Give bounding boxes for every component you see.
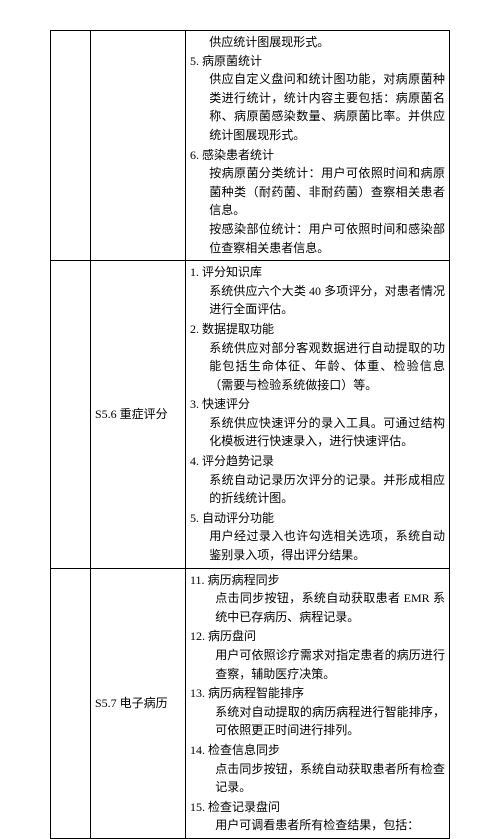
item-title: 自动评分功能 xyxy=(202,511,274,525)
item-header: 6. 感染患者统计 xyxy=(190,146,445,165)
item-title: 感染患者统计 xyxy=(202,148,274,162)
item-list: 5. 病原菌统计供应自定义盘问和统计图功能，对病原菌种类进行统计，统计内容主要包… xyxy=(190,52,445,258)
item-title: 数据提取功能 xyxy=(202,322,274,336)
list-item: 1. 评分知识库系统供应六个大类 40 多项评分，对患者情况进行全面评估。 xyxy=(190,263,445,319)
item-title: 评分趋势记录 xyxy=(202,454,274,468)
item-title: 病历盘问 xyxy=(208,629,256,643)
item-body: 系统自动记录历次评分的记录。并形成相应的折线统计图。 xyxy=(190,471,445,508)
list-item: 4. 评分趋势记录系统自动记录历次评分的记录。并形成相应的折线统计图。 xyxy=(190,452,445,508)
list-item: 11. 病历病程同步点击同步按钮，系统自动获取患者 EMR 系统中已存病历、病程… xyxy=(190,571,445,627)
item-title: 病历病程同步 xyxy=(208,573,280,587)
col-blank xyxy=(51,261,91,569)
table-row: S5.7 电子病历11. 病历病程同步点击同步按钮，系统自动获取患者 EMR 系… xyxy=(51,568,450,838)
item-body: 点击同步按钮，系统自动获取患者 EMR 系统中已存病历、病程记录。 xyxy=(190,589,445,626)
list-item: 14. 检查信息同步点击同步按钮，系统自动获取患者所有检查记录。 xyxy=(190,741,445,797)
item-title: 检查信息同步 xyxy=(208,743,280,757)
item-number: 5. xyxy=(190,54,202,68)
content-cell: 1. 评分知识库系统供应六个大类 40 多项评分，对患者情况进行全面评估。2. … xyxy=(186,261,450,569)
item-number: 1. xyxy=(190,265,202,279)
item-number: 11. xyxy=(190,573,208,587)
list-item: 5. 自动评分功能用户经过录入也许勾选相关选项，系统自动鉴别录入项，得出评分结果… xyxy=(190,509,445,565)
col-blank xyxy=(51,568,91,838)
item-header: 14. 检查信息同步 xyxy=(190,741,445,760)
list-item: 2. 数据提取功能系统供应对部分客观数据进行自动提取的功能包括生命体征、年龄、体… xyxy=(190,320,445,394)
col-blank xyxy=(51,31,91,261)
content-cell: 供应统计图展现形式。5. 病原菌统计供应自定义盘问和统计图功能，对病原菌种类进行… xyxy=(186,31,450,261)
list-item: 13. 病历病程智能排序系统对自动提取的病历病程进行智能排序，可依照更正时间进行… xyxy=(190,684,445,740)
item-title: 病历病程智能排序 xyxy=(208,686,304,700)
item-number: 12. xyxy=(190,629,208,643)
table-row: 供应统计图展现形式。5. 病原菌统计供应自定义盘问和统计图功能，对病原菌种类进行… xyxy=(51,31,450,261)
item-body: 用户可依照诊疗需求对指定患者的病历进行查察，辅助医疗决策。 xyxy=(190,646,445,683)
item-title: 快速评分 xyxy=(202,397,250,411)
list-item: 3. 快速评分系统供应快速评分的录入工具。可通过结构化模板进行快速录入，进行快速… xyxy=(190,395,445,451)
item-list: 11. 病历病程同步点击同步按钮，系统自动获取患者 EMR 系统中已存病历、病程… xyxy=(190,571,445,835)
item-header: 5. 病原菌统计 xyxy=(190,52,445,71)
section-label: S5.6 重症评分 xyxy=(91,261,186,569)
list-item: 12. 病历盘问用户可依照诊疗需求对指定患者的病历进行查察，辅助医疗决策。 xyxy=(190,627,445,683)
item-number: 14. xyxy=(190,743,208,757)
spec-table: 供应统计图展现形式。5. 病原菌统计供应自定义盘问和统计图功能，对病原菌种类进行… xyxy=(50,30,450,839)
item-body: 用户经过录入也许勾选相关选项，系统自动鉴别录入项，得出评分结果。 xyxy=(190,527,445,564)
list-item: 6. 感染患者统计按病原菌分类统计：用户可依照时间和病原菌种类（耐药菌、非耐药菌… xyxy=(190,146,445,258)
table-row: S5.6 重症评分1. 评分知识库系统供应六个大类 40 多项评分，对患者情况进… xyxy=(51,261,450,569)
item-number: 13. xyxy=(190,686,208,700)
item-body: 按病原菌分类统计：用户可依照时间和病原菌种类（耐药菌、非耐药菌）查察相关患者信息… xyxy=(190,164,445,220)
item-number: 2. xyxy=(190,322,202,336)
item-title: 病原菌统计 xyxy=(202,54,262,68)
item-number: 4. xyxy=(190,454,202,468)
item-body: 用户可调看患者所有检查结果，包括： xyxy=(190,816,445,835)
item-header: 5. 自动评分功能 xyxy=(190,509,445,528)
item-list: 1. 评分知识库系统供应六个大类 40 多项评分，对患者情况进行全面评估。2. … xyxy=(190,263,445,565)
item-header: 4. 评分趋势记录 xyxy=(190,452,445,471)
item-header: 11. 病历病程同步 xyxy=(190,571,445,590)
item-header: 1. 评分知识库 xyxy=(190,263,445,282)
item-header: 2. 数据提取功能 xyxy=(190,320,445,339)
item-header: 3. 快速评分 xyxy=(190,395,445,414)
section-label: S5.7 电子病历 xyxy=(91,568,186,838)
list-item: 5. 病原菌统计供应自定义盘问和统计图功能，对病原菌种类进行统计，统计内容主要包… xyxy=(190,52,445,145)
continuation-text: 供应统计图展现形式。 xyxy=(190,33,445,52)
item-body: 系统供应快速评分的录入工具。可通过结构化模板进行快速录入，进行快速评估。 xyxy=(190,414,445,451)
content-cell: 11. 病历病程同步点击同步按钮，系统自动获取患者 EMR 系统中已存病历、病程… xyxy=(186,568,450,838)
item-body: 点击同步按钮，系统自动获取患者所有检查记录。 xyxy=(190,760,445,797)
item-title: 检查记录盘问 xyxy=(208,800,280,814)
item-body: 按感染部位统计：用户可依照时间和感染部位查察相关患者信息。 xyxy=(190,220,445,257)
item-number: 5. xyxy=(190,511,202,525)
item-body: 系统供应对部分客观数据进行自动提取的功能包括生命体征、年龄、体重、检验信息（需要… xyxy=(190,339,445,395)
item-header: 13. 病历病程智能排序 xyxy=(190,684,445,703)
item-number: 15. xyxy=(190,800,208,814)
item-number: 6. xyxy=(190,148,202,162)
section-label xyxy=(91,31,186,261)
item-header: 15. 检查记录盘问 xyxy=(190,798,445,817)
item-title: 评分知识库 xyxy=(202,265,262,279)
item-body: 供应自定义盘问和统计图功能，对病原菌种类进行统计，统计内容主要包括：病原菌名称、… xyxy=(190,70,445,144)
list-item: 15. 检查记录盘问用户可调看患者所有检查结果，包括： xyxy=(190,798,445,835)
item-header: 12. 病历盘问 xyxy=(190,627,445,646)
item-body: 系统对自动提取的病历病程进行智能排序，可依照更正时间进行排列。 xyxy=(190,703,445,740)
item-number: 3. xyxy=(190,397,202,411)
item-body: 系统供应六个大类 40 多项评分，对患者情况进行全面评估。 xyxy=(190,282,445,319)
